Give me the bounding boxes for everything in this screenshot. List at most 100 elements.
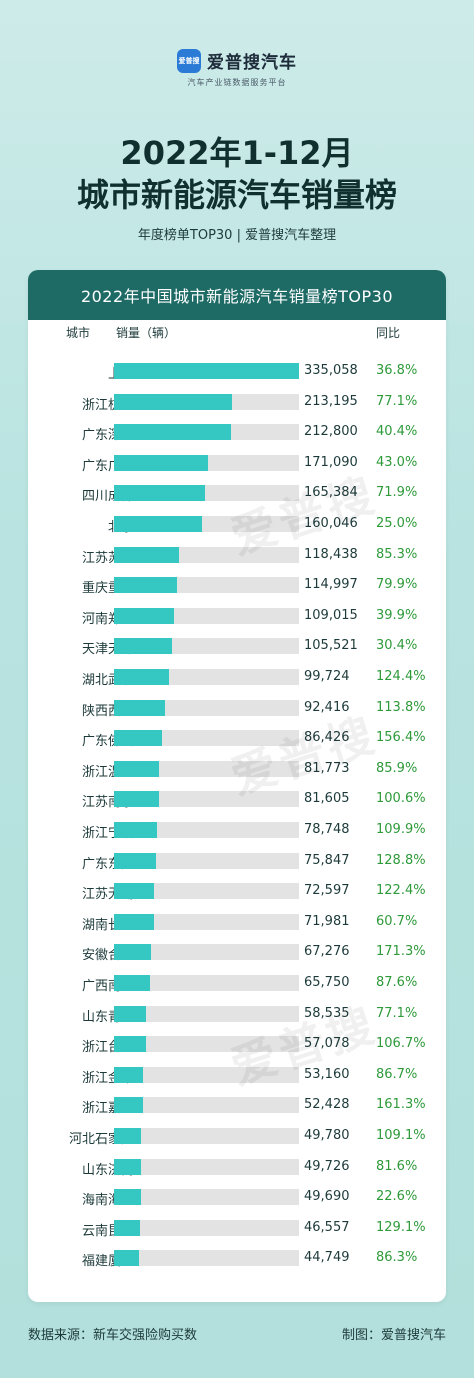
yoy-value: 36.8% bbox=[376, 363, 418, 378]
sales-value: 78,748 bbox=[304, 822, 350, 837]
sales-bar bbox=[114, 546, 180, 563]
sales-value: 75,847 bbox=[304, 852, 350, 868]
brand-block: 爱普搜 爱普搜汽车 汽车产业链数据服务平台 bbox=[0, 48, 474, 88]
bar-track bbox=[114, 822, 299, 838]
sales-value: 81,773 bbox=[304, 760, 350, 776]
header-city: 城市 bbox=[66, 326, 91, 340]
bar-track bbox=[114, 1036, 299, 1053]
bar-track bbox=[114, 516, 299, 532]
sales-bar bbox=[114, 1158, 142, 1175]
producer-credit: 制图：爱普搜汽车 bbox=[341, 1328, 446, 1343]
brand-logo-icon: 爱普搜 bbox=[177, 48, 201, 73]
sales-bar bbox=[114, 913, 154, 930]
sales-bar bbox=[114, 363, 299, 379]
brand-tagline: 汽车产业链数据服务平台 bbox=[187, 78, 287, 87]
table-row: 广东东莞 75,847 128.8% bbox=[28, 845, 446, 876]
sales-value: 49,780 bbox=[304, 1128, 350, 1143]
sales-bar bbox=[114, 516, 203, 532]
bar-track bbox=[114, 1250, 299, 1267]
bar-track bbox=[114, 1219, 299, 1236]
sales-bar bbox=[114, 975, 151, 991]
bar-track bbox=[114, 913, 299, 930]
bar-track bbox=[114, 1066, 299, 1083]
bar-track bbox=[114, 638, 299, 655]
table-row: 广西南宁 65,750 87.6% bbox=[28, 967, 446, 998]
table-row: 安徽合肥 67,276 171.3% bbox=[28, 936, 446, 967]
yoy-value: 71.9% bbox=[376, 485, 418, 501]
table-row: 天津天津 105,521 30.4% bbox=[28, 630, 446, 661]
sales-value: 160,046 bbox=[304, 516, 358, 531]
yoy-value: 122.4% bbox=[376, 883, 426, 899]
bar-track bbox=[114, 454, 299, 471]
yoy-value: 40.4% bbox=[376, 424, 418, 440]
sales-bar bbox=[114, 638, 173, 655]
sales-value: 99,724 bbox=[304, 669, 350, 684]
table-row: 广东佛山 86,426 156.4% bbox=[28, 722, 446, 753]
yoy-value: 81.6% bbox=[376, 1158, 418, 1174]
sales-value: 46,557 bbox=[304, 1219, 350, 1235]
yoy-value: 161.3% bbox=[376, 1097, 426, 1113]
bar-track bbox=[114, 546, 299, 563]
sales-bar bbox=[114, 1097, 143, 1114]
sales-value: 53,160 bbox=[304, 1066, 350, 1082]
bar-track bbox=[114, 1158, 299, 1175]
sales-value: 71,981 bbox=[304, 913, 350, 929]
sales-value: 92,416 bbox=[304, 699, 350, 715]
sales-bar bbox=[114, 699, 166, 716]
yoy-value: 86.7% bbox=[376, 1066, 418, 1082]
sales-value: 86,426 bbox=[304, 730, 350, 746]
page-title-line1: 2022年1-12月 bbox=[120, 134, 354, 172]
sales-value: 57,078 bbox=[304, 1036, 350, 1052]
table-row: 湖北武汉 99,724 124.4% bbox=[28, 661, 446, 692]
bar-track bbox=[114, 1005, 299, 1022]
yoy-value: 86.3% bbox=[376, 1250, 418, 1266]
bar-track bbox=[114, 852, 299, 869]
table-row: 浙江嘉兴 52,428 161.3% bbox=[28, 1089, 446, 1120]
table-row: 山东济南 49,726 81.6% bbox=[28, 1151, 446, 1182]
sales-bar bbox=[114, 485, 206, 502]
sales-value: 105,521 bbox=[304, 638, 358, 654]
sales-bar bbox=[114, 852, 156, 869]
sales-bar bbox=[114, 1219, 140, 1236]
bar-track bbox=[114, 699, 299, 716]
yoy-value: 22.6% bbox=[376, 1189, 418, 1205]
bar-track bbox=[114, 760, 299, 777]
bar-track bbox=[114, 791, 299, 808]
yoy-value: 87.6% bbox=[376, 975, 418, 990]
sales-bar bbox=[114, 791, 160, 808]
yoy-value: 124.4% bbox=[376, 669, 426, 684]
page-title-line2: 城市新能源汽车销量榜 bbox=[76, 176, 397, 214]
bar-track bbox=[114, 669, 299, 685]
bar-track bbox=[114, 393, 299, 410]
yoy-value: 25.0% bbox=[376, 516, 418, 531]
yoy-value: 30.4% bbox=[376, 638, 418, 654]
sales-value: 212,800 bbox=[304, 424, 358, 440]
yoy-value: 129.1% bbox=[376, 1219, 426, 1235]
yoy-value: 128.8% bbox=[376, 852, 426, 868]
sales-bar bbox=[114, 577, 178, 594]
table-row: 浙江台州 57,078 106.7% bbox=[28, 1028, 446, 1059]
brand-name: 爱普搜汽车 bbox=[207, 53, 297, 73]
yoy-value: 77.1% bbox=[376, 1005, 418, 1021]
bar-track bbox=[114, 730, 299, 747]
yoy-value: 109.1% bbox=[376, 1128, 426, 1143]
header-sales: 销量（辆） bbox=[116, 326, 177, 340]
yoy-value: 85.3% bbox=[376, 546, 418, 562]
sales-bar bbox=[114, 760, 160, 777]
sales-value: 165,384 bbox=[304, 485, 358, 501]
column-headers: 城市 销量（辆） 同比 bbox=[28, 324, 446, 344]
table-row: 广东广州 171,090 43.0% bbox=[28, 447, 446, 478]
yoy-value: 43.0% bbox=[376, 454, 418, 470]
bar-track bbox=[114, 485, 299, 502]
sales-bar bbox=[114, 944, 152, 961]
yoy-value: 113.8% bbox=[376, 699, 426, 715]
sales-value: 213,195 bbox=[304, 393, 358, 409]
sales-bar bbox=[114, 1066, 144, 1083]
table-row: 河南郑州 109,015 39.9% bbox=[28, 600, 446, 631]
yoy-value: 79.9% bbox=[376, 577, 418, 593]
table-row: 重庆重庆 114,997 79.9% bbox=[28, 569, 446, 600]
sales-bar bbox=[114, 883, 155, 900]
sales-value: 49,726 bbox=[304, 1158, 350, 1174]
